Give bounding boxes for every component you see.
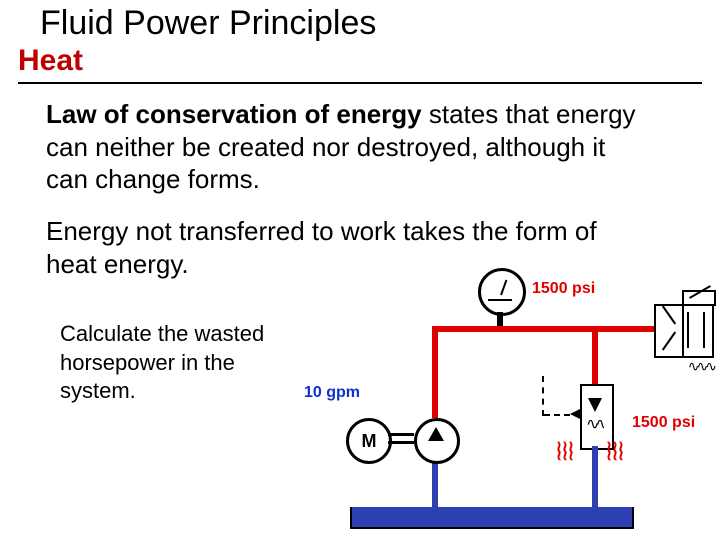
pressure-label-top: 1500 psi <box>532 280 595 298</box>
coupling-line-top <box>388 433 414 436</box>
relief-return-line <box>592 446 598 508</box>
task-text: Calculate the wasted horsepower in the s… <box>60 320 300 406</box>
dcv-spring-icon: ∿∿∿ <box>688 358 714 375</box>
dcv-line-3b <box>703 312 705 348</box>
gauge-stem <box>497 312 503 326</box>
paragraph-conservation: Law of conservation of energy states tha… <box>46 98 646 196</box>
bold-phrase: Law of conservation of energy <box>46 99 422 129</box>
pressure-line-vertical <box>432 328 438 418</box>
heat-arrows-left: ≀≀≀≀≀≀ <box>556 444 574 460</box>
coupling-line-bottom <box>388 441 414 444</box>
pilot-arrow-icon <box>570 409 580 419</box>
reservoir <box>350 507 634 529</box>
pressure-line-main <box>432 326 652 332</box>
title-underline <box>18 82 702 84</box>
slide-title: Fluid Power Principles <box>40 4 376 43</box>
motor-icon: M <box>346 418 392 464</box>
directional-valve-icon: ∿∿∿ <box>654 304 714 356</box>
dcv-line-3a <box>687 312 689 348</box>
relief-spring-icon: ∿∿∿ <box>586 420 604 442</box>
suction-line <box>432 460 438 508</box>
motor-label: M <box>362 431 377 452</box>
heat-arrows-right: ≀≀≀≀≀≀ <box>606 444 624 460</box>
pump-icon <box>414 418 460 464</box>
pressure-to-relief <box>592 330 598 384</box>
relief-arrow-icon <box>588 398 602 412</box>
slide: Fluid Power Principles Heat Law of conse… <box>0 0 720 540</box>
pressure-gauge-icon <box>478 268 526 316</box>
hydraulic-diagram: M ∿∿∿ <box>310 268 720 533</box>
pressure-label-bottom: 1500 psi <box>632 414 695 432</box>
flow-label: 10 gpm <box>304 384 360 402</box>
pilot-line-vert <box>542 376 546 416</box>
section-heading: Heat <box>18 44 83 78</box>
